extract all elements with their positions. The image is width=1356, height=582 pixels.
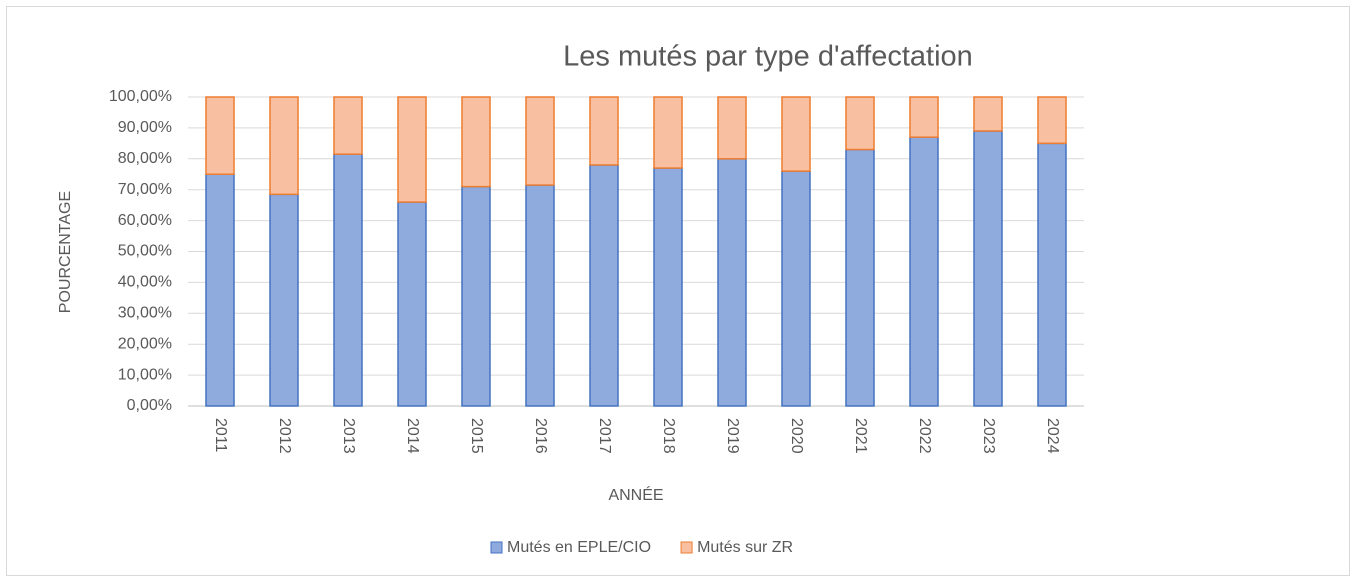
bar-segment (269, 193, 299, 407)
chart-title: Les mutés par type d'affectation (563, 41, 973, 73)
x-tick-label: 2017 (596, 418, 613, 454)
y-tick-label: 30,00% (118, 305, 172, 322)
bar-segment (525, 96, 555, 186)
y-tick-label: 10,00% (118, 366, 172, 383)
bar-segment (589, 96, 619, 166)
bar-segment (397, 96, 427, 203)
x-tick-label: 2020 (788, 418, 805, 454)
y-tick-label: 80,00% (118, 150, 172, 167)
bar-segment (845, 96, 875, 151)
bar-segment (461, 96, 491, 188)
x-tick-label: 2022 (916, 418, 933, 454)
bar-segment (205, 173, 235, 407)
bar-segment (205, 96, 235, 175)
bar-segment (973, 130, 1003, 407)
bar-segment (269, 96, 299, 196)
bar-segment (717, 96, 747, 160)
x-tick-label: 2018 (660, 418, 677, 454)
bar-segment (845, 148, 875, 407)
bar-segment (909, 96, 939, 138)
y-axis-title: POURCENTAGE (57, 191, 74, 313)
legend-swatch (680, 541, 693, 554)
x-tick-label: 2016 (532, 418, 549, 454)
bar-segment (717, 158, 747, 407)
y-tick-label: 40,00% (118, 274, 172, 291)
bar-segment (461, 185, 491, 407)
y-tick-label: 60,00% (118, 212, 172, 229)
y-tick-label: 100,00% (109, 88, 172, 105)
bar-segment (781, 96, 811, 172)
bar-segment (333, 153, 363, 407)
y-tick-label: 0,00% (127, 397, 172, 414)
x-tick-label: 2015 (468, 418, 485, 454)
bar-segment (525, 184, 555, 407)
x-tick-label: 2011 (212, 418, 229, 453)
legend-swatch (490, 541, 503, 554)
x-tick-label: 2019 (724, 418, 741, 454)
bar-segment (1037, 96, 1067, 145)
x-tick-label: 2014 (404, 418, 421, 454)
y-tick-label: 50,00% (118, 243, 172, 260)
y-tick-label: 20,00% (118, 335, 172, 352)
x-tick-label: 2024 (1044, 418, 1061, 454)
bar-segment (333, 96, 363, 155)
x-axis-title: ANNÉE (608, 485, 663, 504)
bar-segment (653, 96, 683, 169)
bar-segment (973, 96, 1003, 132)
x-tick-label: 2023 (980, 418, 997, 454)
bar-segment (1037, 142, 1067, 407)
bar-segment (397, 201, 427, 407)
bar-segment (909, 136, 939, 407)
bar-segment (589, 164, 619, 407)
y-tick-label: 90,00% (118, 119, 172, 136)
x-tick-label: 2013 (340, 418, 357, 454)
y-tick-label: 70,00% (118, 181, 172, 198)
x-tick-label: 2021 (852, 418, 869, 454)
legend-label: Mutés sur ZR (697, 539, 793, 556)
x-tick-label: 2012 (276, 418, 293, 454)
legend-label: Mutés en EPLE/CIO (507, 539, 651, 556)
bar-segment (781, 170, 811, 407)
bar-segment (653, 167, 683, 407)
